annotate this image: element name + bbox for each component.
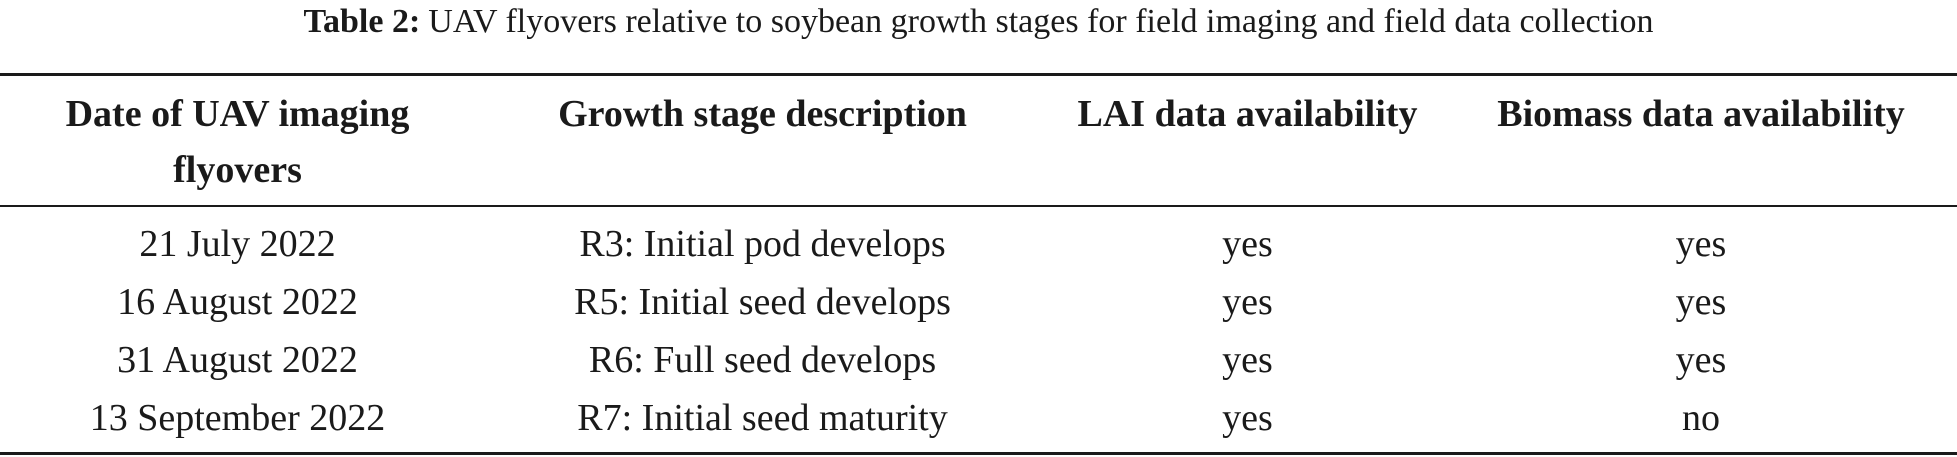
table-row: 16 August 2022 R5: Initial seed develops… — [0, 273, 1957, 331]
column-header-lai: LAI data availability — [1077, 93, 1418, 135]
cell-date: 16 August 2022 — [117, 281, 358, 323]
cell-biomass: no — [1682, 397, 1720, 439]
cell-lai: yes — [1222, 281, 1273, 323]
column-header-date: Date of UAV imaging flyovers — [65, 93, 410, 191]
table-caption: Table 2: UAV flyovers relative to soybean… — [0, 0, 1957, 44]
cell-biomass: yes — [1675, 281, 1727, 323]
cell-growth-stage: R3: Initial pod develops — [579, 223, 946, 265]
cell-biomass: yes — [1675, 339, 1727, 381]
table-row: 21 July 2022 R3: Initial pod develops ye… — [0, 205, 1957, 273]
top-rule — [0, 73, 1957, 76]
cell-date: 31 August 2022 — [117, 339, 358, 381]
cell-growth-stage: R5: Initial seed develops — [574, 281, 951, 323]
cell-lai: yes — [1222, 397, 1273, 439]
cell-growth-stage: R6: Full seed develops — [588, 339, 937, 381]
header-rule — [0, 205, 1957, 207]
cell-lai: yes — [1222, 339, 1273, 381]
cell-biomass: yes — [1675, 223, 1727, 265]
column-header-growth-stage: Growth stage description — [558, 93, 967, 135]
cell-growth-stage: R7: Initial seed maturity — [577, 397, 948, 439]
cell-date: 13 September 2022 — [89, 397, 386, 439]
table-row: 31 August 2022 R6: Full seed develops ye… — [0, 331, 1957, 389]
table-caption-text: UAV flyovers relative to soybean growth … — [428, 3, 1654, 40]
bottom-rule — [0, 452, 1957, 455]
cell-date: 21 July 2022 — [139, 223, 336, 265]
cell-lai: yes — [1222, 223, 1273, 265]
column-header-biomass: Biomass data availability — [1497, 93, 1905, 135]
table-row: 13 September 2022 R7: Initial seed matur… — [0, 389, 1957, 447]
table-caption-label: Table 2: — [303, 3, 421, 40]
table-header-row: Date of UAV imaging flyovers Growth stag… — [0, 76, 1957, 205]
data-table: Date of UAV imaging flyovers Growth stag… — [0, 76, 1957, 447]
